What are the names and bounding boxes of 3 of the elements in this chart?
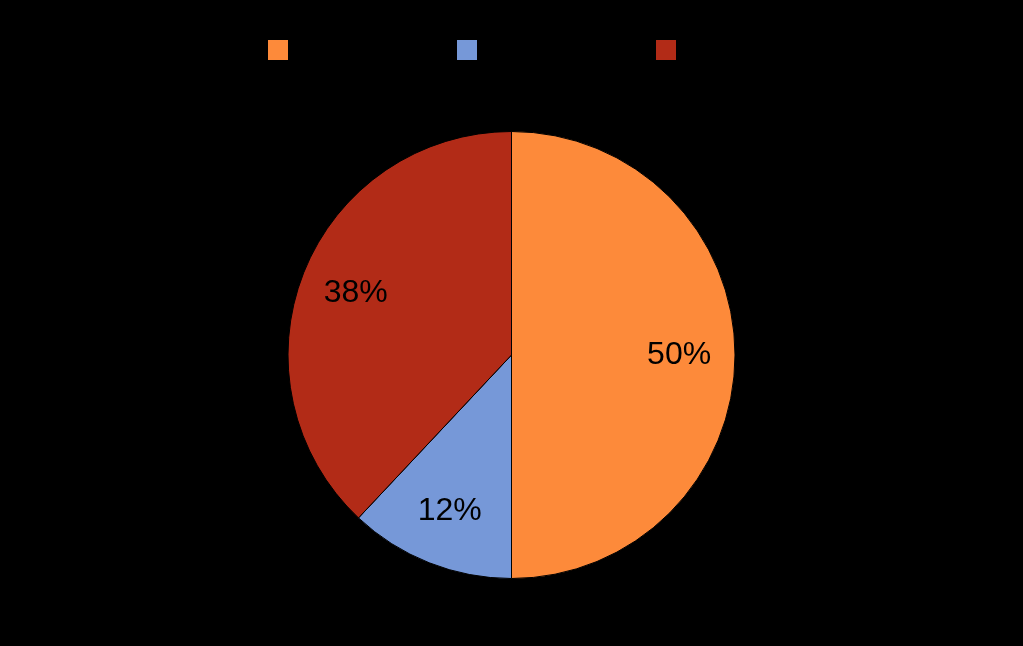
data-label: 50% [647,334,712,371]
data-label: 12% [417,490,482,527]
data-label: 38% [323,273,388,310]
